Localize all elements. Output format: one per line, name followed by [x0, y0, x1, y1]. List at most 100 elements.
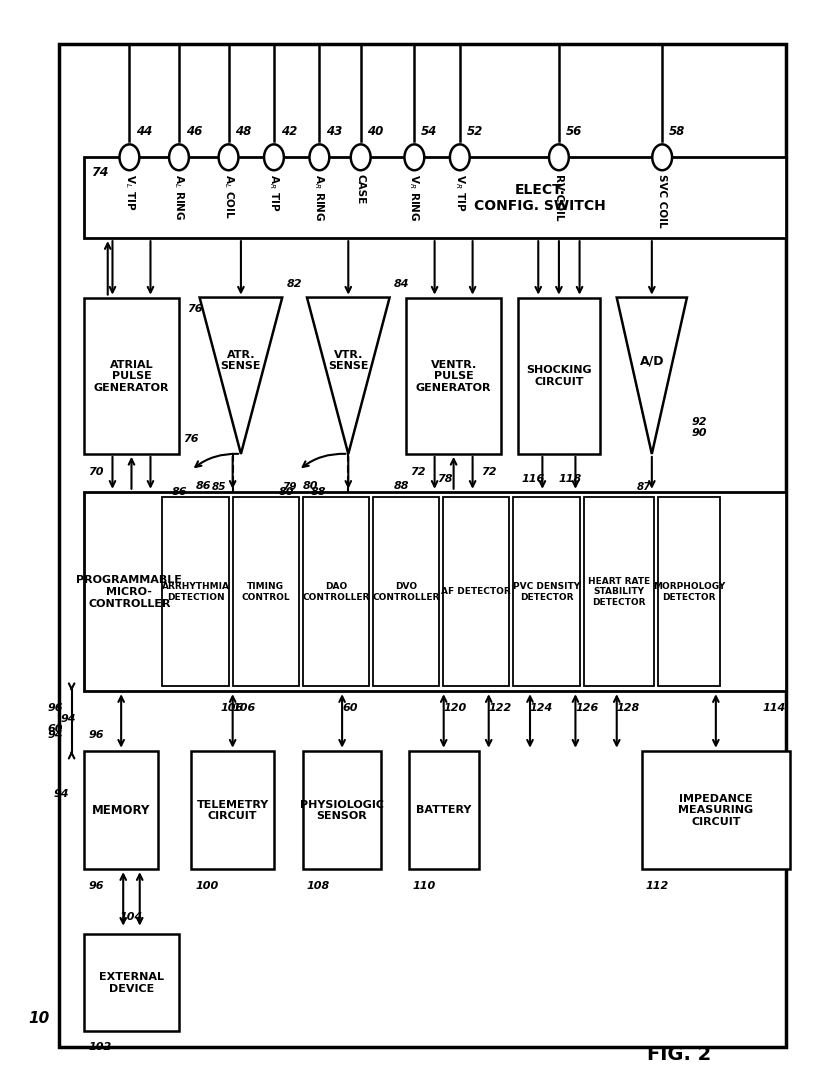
Text: 54: 54 — [421, 125, 437, 138]
Text: MEMORY: MEMORY — [92, 803, 150, 816]
Text: PROGRAMMABLE
MICRO-
CONTROLLER: PROGRAMMABLE MICRO- CONTROLLER — [76, 575, 182, 609]
Text: 122: 122 — [489, 703, 512, 712]
Text: 78: 78 — [436, 473, 452, 483]
Text: A$_R$ TIP: A$_R$ TIP — [267, 174, 281, 211]
Text: 40: 40 — [367, 125, 383, 138]
Circle shape — [264, 145, 284, 171]
Text: CASE: CASE — [355, 174, 365, 204]
Circle shape — [309, 145, 329, 171]
Circle shape — [169, 145, 189, 171]
Text: 114: 114 — [762, 703, 785, 712]
Text: 88: 88 — [393, 481, 409, 491]
Text: PHYSIOLOGIC
SENSOR: PHYSIOLOGIC SENSOR — [300, 799, 383, 820]
Text: 120: 120 — [443, 703, 466, 712]
Text: AF DETECTOR: AF DETECTOR — [441, 587, 511, 597]
Text: V$_L$ TIP: V$_L$ TIP — [123, 174, 136, 210]
Text: 58: 58 — [668, 125, 685, 138]
Text: BATTERY: BATTERY — [416, 805, 471, 815]
Bar — [518, 298, 599, 454]
Circle shape — [404, 145, 424, 171]
Text: ELECT.
CONFIG. SWITCH: ELECT. CONFIG. SWITCH — [474, 183, 605, 213]
Text: 87: 87 — [637, 482, 651, 492]
Circle shape — [219, 145, 238, 171]
Text: 116: 116 — [522, 473, 545, 483]
Text: 56: 56 — [565, 125, 581, 138]
Text: 70: 70 — [88, 467, 104, 477]
Text: 118: 118 — [558, 473, 581, 483]
Text: ATR.
SENSE: ATR. SENSE — [220, 349, 261, 371]
Text: 90: 90 — [691, 428, 706, 438]
Circle shape — [119, 145, 139, 171]
Bar — [84, 934, 179, 1031]
Text: 48: 48 — [235, 125, 251, 138]
Polygon shape — [200, 298, 282, 454]
Bar — [406, 298, 501, 454]
Text: A$_L$ COIL: A$_L$ COIL — [221, 174, 235, 218]
Text: FIG. 2: FIG. 2 — [646, 1044, 710, 1064]
Text: RV COIL: RV COIL — [553, 174, 563, 221]
Text: TELEMETRY
CIRCUIT: TELEMETRY CIRCUIT — [196, 799, 268, 820]
Text: 44: 44 — [136, 125, 152, 138]
Text: 100: 100 — [195, 880, 219, 890]
Text: SHOCKING
CIRCUIT: SHOCKING CIRCUIT — [526, 365, 591, 387]
Text: DVO
CONTROLLER: DVO CONTROLLER — [372, 582, 440, 601]
Polygon shape — [616, 298, 686, 454]
Bar — [162, 497, 229, 686]
Text: 74: 74 — [90, 166, 108, 179]
Text: 72: 72 — [410, 467, 426, 477]
Text: 106: 106 — [220, 703, 243, 712]
Text: A$_L$ RING: A$_L$ RING — [172, 174, 185, 221]
Text: 72: 72 — [481, 467, 497, 477]
Polygon shape — [306, 298, 389, 454]
Bar — [583, 497, 653, 686]
Text: MORPHOLOGY
DETECTOR: MORPHOLOGY DETECTOR — [652, 582, 724, 601]
Text: IMPEDANCE
MEASURING
CIRCUIT: IMPEDANCE MEASURING CIRCUIT — [677, 793, 753, 827]
Text: 60: 60 — [48, 724, 63, 734]
Text: 82: 82 — [286, 279, 301, 290]
Text: V$_R$ RING: V$_R$ RING — [407, 174, 421, 222]
Circle shape — [652, 145, 672, 171]
Bar — [59, 44, 785, 1047]
Text: 126: 126 — [575, 703, 598, 712]
Text: TIMING
CONTROL: TIMING CONTROL — [241, 582, 290, 601]
Text: 42: 42 — [281, 125, 296, 138]
Text: 96: 96 — [88, 730, 104, 740]
Text: 76: 76 — [187, 304, 203, 313]
Text: 46: 46 — [185, 125, 202, 138]
Text: 94: 94 — [54, 789, 69, 799]
Text: 52: 52 — [466, 125, 482, 138]
Bar — [513, 497, 579, 686]
Text: 94: 94 — [60, 713, 75, 724]
Bar — [443, 497, 509, 686]
Text: 86: 86 — [195, 481, 211, 491]
Text: ATRIAL
PULSE
GENERATOR: ATRIAL PULSE GENERATOR — [94, 360, 169, 392]
Text: 124: 124 — [530, 703, 553, 712]
Bar — [657, 497, 720, 686]
Text: A/D: A/D — [639, 353, 663, 366]
Bar — [84, 158, 785, 239]
Text: 60: 60 — [342, 703, 357, 712]
Text: 110: 110 — [412, 880, 436, 890]
Text: 112: 112 — [645, 880, 668, 890]
Bar — [84, 298, 179, 454]
Bar — [641, 750, 789, 869]
Circle shape — [450, 145, 469, 171]
Text: 106: 106 — [233, 703, 256, 712]
Text: 80: 80 — [279, 486, 294, 496]
Text: SVC COIL: SVC COIL — [657, 174, 667, 227]
Bar — [191, 750, 274, 869]
Text: PVC DENSITY
DETECTOR: PVC DENSITY DETECTOR — [513, 582, 580, 601]
Text: EXTERNAL
DEVICE: EXTERNAL DEVICE — [99, 972, 164, 993]
Circle shape — [548, 145, 568, 171]
Text: ARRHYTHMIA
DETECTION: ARRHYTHMIA DETECTION — [161, 582, 229, 601]
Text: 88: 88 — [310, 486, 326, 496]
Text: V$_R$ TIP: V$_R$ TIP — [452, 174, 466, 211]
Text: 80: 80 — [302, 481, 318, 491]
Text: 96: 96 — [88, 880, 104, 890]
Text: VENTR.
PULSE
GENERATOR: VENTR. PULSE GENERATOR — [416, 360, 491, 392]
Text: 104: 104 — [120, 911, 143, 921]
Text: 96: 96 — [48, 703, 63, 712]
Text: 108: 108 — [306, 880, 330, 890]
Bar — [84, 750, 158, 869]
Bar — [302, 750, 381, 869]
